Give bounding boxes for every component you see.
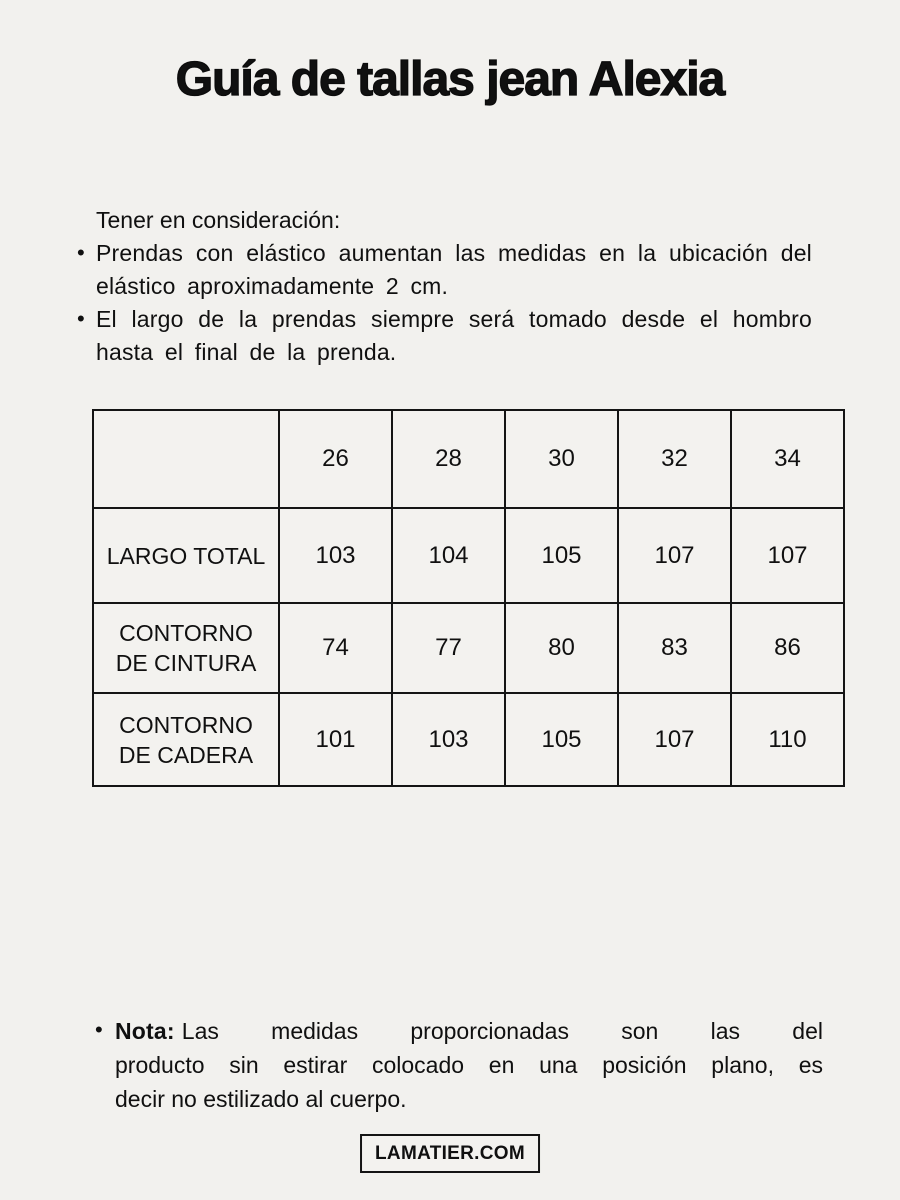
considerations-list: • Prendas con elástico aumentan las medi… [75,237,812,369]
row-label: CONTORNO DE CADERA [92,692,280,787]
measure-cell: 74 [278,602,393,694]
corner-cell [92,409,280,509]
measure-cell: 107 [617,692,732,787]
bullet-icon: • [77,240,85,265]
row-label-line: LARGO TOTAL [106,542,266,569]
row-label-line: CONTORNO [119,620,253,646]
measure-cell: 107 [730,507,845,604]
measure-cell: 101 [278,692,393,787]
size-column-header: 30 [504,409,619,509]
note-line: decir no estilizado al cuerpo. [93,1082,823,1116]
brand-badge: LAMATIER.COM [360,1134,540,1173]
note-section: • Nota: Las medidas proporcionadas son las… [93,1014,823,1116]
size-column-header: 34 [730,409,845,509]
consideration-text: El largo de la prendas siempre será toma… [96,306,812,365]
measure-cell: 110 [730,692,845,787]
size-column-header: 28 [391,409,506,509]
measure-cell: 77 [391,602,506,694]
note-text: producto sin estirar colocado en una pos… [115,1052,823,1078]
note-label: Nota: [115,1018,175,1044]
measure-cell: 105 [504,507,619,604]
consideration-text: Prendas con elástico aumentan las medida… [96,240,812,299]
measure-cell: 103 [278,507,393,604]
measure-cell: 107 [617,507,732,604]
row-label-line: DE CADERA [118,741,254,768]
size-column-header: 26 [278,409,393,509]
row-label: LARGO TOTAL [92,507,280,604]
bullet-icon: • [77,306,85,331]
measure-cell: 104 [391,507,506,604]
size-column-header: 32 [617,409,732,509]
considerations-intro: Tener en consideración: [96,207,341,233]
measure-cell: 80 [504,602,619,694]
note-line: • Nota: Las medidas proporcionadas son las… [93,1014,823,1048]
table-row: CONTORNO DE CINTURA 74 77 80 83 86 [92,602,845,694]
size-table: 26 28 30 32 34 LARGO TOTAL 103 104 105 1… [92,409,845,787]
measure-cell: 103 [391,692,506,787]
row-label: CONTORNO DE CINTURA [92,602,280,694]
bullet-icon: • [95,1017,103,1042]
table-row: CONTORNO DE CADERA 101 103 105 107 110 [92,692,845,787]
measure-cell: 105 [504,692,619,787]
measure-cell: 86 [730,602,845,694]
list-item: • Prendas con elástico aumentan las medi… [75,237,812,303]
table-row: LARGO TOTAL 103 104 105 107 107 [92,507,845,604]
note-text: Las medidas proporcionadas son las del [181,1018,823,1044]
list-item: • El largo de la prendas siempre será to… [75,303,812,369]
measure-cell: 83 [617,602,732,694]
considerations-section: Tener en consideración: • Prendas con el… [75,204,812,369]
row-label-line: CONTORNO [119,711,253,738]
note-line: producto sin estirar colocado en una pos… [93,1048,823,1082]
page-title: Guía de tallas jean Alexia [175,53,726,106]
note-text: decir no estilizado al cuerpo. [115,1086,407,1112]
row-label-line: DE CINTURA [115,650,257,676]
table-header-row: 26 28 30 32 34 [92,409,845,509]
